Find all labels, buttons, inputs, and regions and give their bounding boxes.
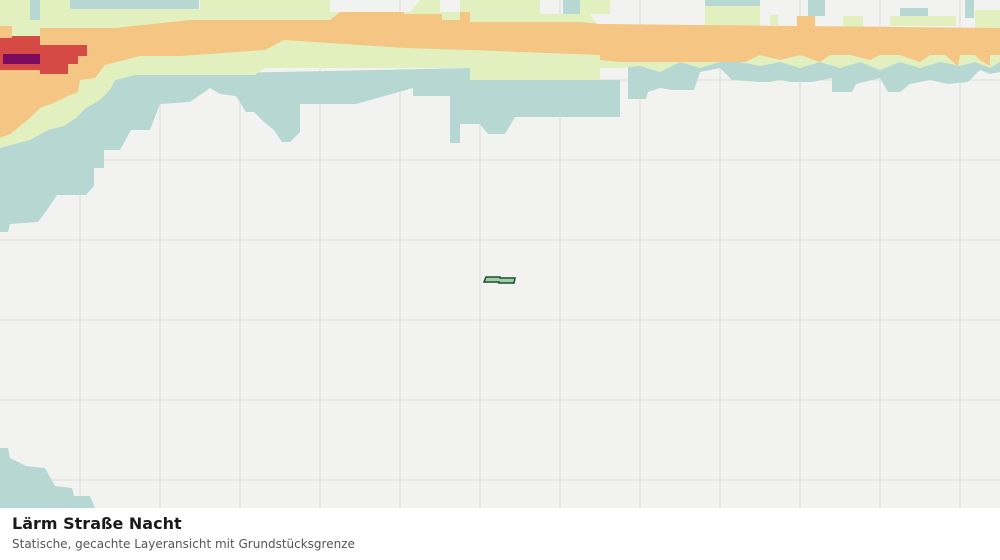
parcel-boundary — [482, 276, 516, 284]
noise-zone-very-high — [3, 54, 40, 64]
footer: Lärm Straße Nacht Statische, gecachte La… — [0, 508, 1000, 560]
map-subtitle: Statische, gecachte Layeransicht mit Gru… — [12, 537, 355, 551]
noise-zone-high — [0, 36, 87, 74]
noise-zone-low — [0, 0, 1000, 508]
noise-zone-medium — [0, 12, 1000, 138]
map-view — [0, 0, 1000, 508]
map-title: Lärm Straße Nacht — [12, 514, 182, 533]
